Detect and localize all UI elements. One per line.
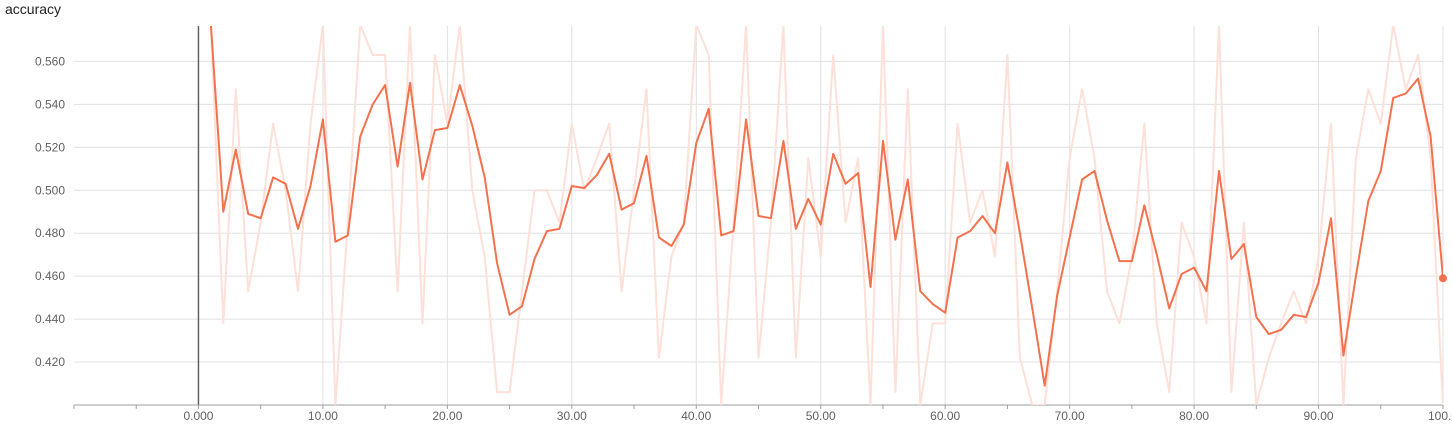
raw-series: [209, 26, 1443, 405]
x-tick-label: 100.0: [1428, 409, 1452, 423]
x-tick-label: 10.00: [308, 409, 338, 423]
y-tick-label: 0.420: [35, 355, 65, 369]
x-tick-label: 0.000: [183, 409, 213, 423]
chart-title: accuracy: [5, 1, 61, 17]
y-tick-label: 0.480: [35, 226, 65, 240]
y-tick-label: 0.520: [35, 140, 65, 154]
x-tick-label: 20.00: [432, 409, 462, 423]
x-tick-label: 80.00: [1179, 409, 1209, 423]
x-tick-label: 40.00: [681, 409, 711, 423]
y-tick-label: 0.560: [35, 54, 65, 68]
gridlines: [74, 26, 1444, 405]
x-tick-label: 30.00: [557, 409, 587, 423]
last-point-marker: [1439, 274, 1447, 283]
smoothed-series: [209, 26, 1447, 387]
x-axis: 0.000 10.00 20.00 30.00 40.00 50.00 60.00 70.00…: [73, 404, 1452, 423]
raw-series-line: [209, 26, 1443, 405]
x-tick-label: 50.00: [806, 409, 836, 423]
y-tick-label: 0.440: [35, 312, 65, 326]
x-tick-label: 70.00: [1055, 409, 1085, 423]
smoothed-series-line: [209, 26, 1443, 387]
y-tick-label: 0.460: [35, 269, 65, 283]
x-tick-label: 90.00: [1304, 409, 1334, 423]
x-tick-label: 60.00: [930, 409, 960, 423]
y-tick-label: 0.500: [35, 183, 65, 197]
y-axis-ticks: 0.420 0.440 0.460 0.480 0.500 0.520 0.540 0.560: [35, 54, 65, 369]
y-tick-label: 0.540: [35, 97, 65, 111]
